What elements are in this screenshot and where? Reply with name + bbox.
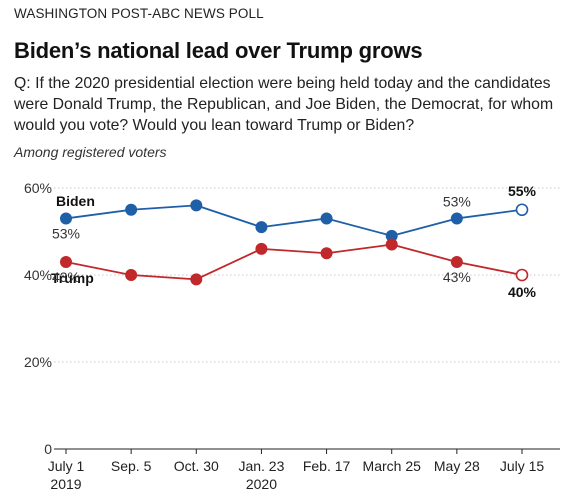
poll-question: Q: If the 2020 presidential election wer… xyxy=(14,75,554,134)
data-label-biden: 55% xyxy=(508,183,537,199)
data-point-trump xyxy=(320,247,333,260)
x-tick-label: May 28 xyxy=(434,458,480,474)
x-tick-label: March 25 xyxy=(363,458,422,474)
population-note: Among registered voters xyxy=(14,144,167,160)
data-point-biden xyxy=(515,203,529,217)
x-tick-label: Oct. 30 xyxy=(174,458,219,474)
x-tick-label: Feb. 17 xyxy=(303,458,351,474)
chart-title: Biden’s national lead over Trump grows xyxy=(14,38,423,63)
data-point-biden xyxy=(125,203,138,216)
series-label-trump: Trump xyxy=(51,270,94,286)
data-point-biden xyxy=(450,212,463,225)
data-label-biden: 53% xyxy=(52,225,80,241)
data-point-trump xyxy=(450,255,463,268)
data-point-biden xyxy=(60,212,72,225)
data-point-trump xyxy=(190,273,203,286)
data-point-trump xyxy=(515,268,529,282)
data-label-trump: 40% xyxy=(508,284,537,300)
chart-header: WASHINGTON POST-ABC NEWS POLL Biden’s na… xyxy=(14,6,576,160)
x-tick-sublabel: 2020 xyxy=(246,476,277,492)
data-point-trump xyxy=(60,255,72,268)
series-line-trump xyxy=(65,243,523,281)
series-line-biden xyxy=(65,204,523,237)
data-point-biden xyxy=(190,199,203,212)
y-tick-label: 0 xyxy=(44,441,52,457)
data-point-trump xyxy=(385,238,398,251)
data-point-trump xyxy=(255,242,268,255)
poll-kicker: WASHINGTON POST-ABC NEWS POLL xyxy=(14,6,264,21)
x-tick-sublabel: 2019 xyxy=(50,476,81,492)
y-tick-label: 20% xyxy=(24,354,52,370)
data-point-biden xyxy=(320,212,333,225)
data-point-trump xyxy=(125,269,138,281)
data-label-biden: 53% xyxy=(443,193,471,209)
x-tick-label: Sep. 5 xyxy=(111,458,152,474)
y-tick-label: 40% xyxy=(24,267,52,283)
data-label-trump: 43% xyxy=(52,269,80,285)
y-tick-label: 60% xyxy=(24,180,52,196)
x-tick-label: July 15 xyxy=(500,458,545,474)
x-tick-label: Jan. 23 xyxy=(238,458,284,474)
data-point-biden xyxy=(255,221,268,234)
x-tick-label: July 1 xyxy=(48,458,85,474)
series-label-biden: Biden xyxy=(56,193,95,209)
data-label-trump: 43% xyxy=(443,269,471,285)
